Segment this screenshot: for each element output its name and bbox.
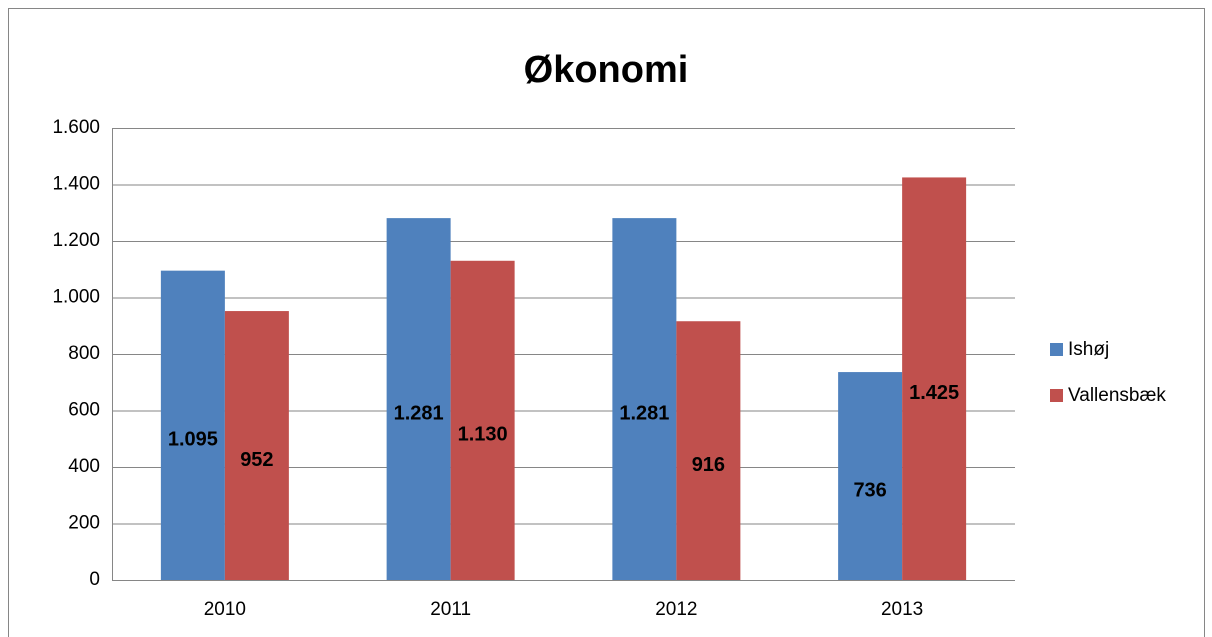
data-label: 1.281	[394, 402, 444, 424]
bar	[838, 372, 903, 580]
data-label: 1.095	[168, 429, 218, 451]
chart-title: Økonomi	[524, 49, 689, 91]
data-label: 1.425	[909, 382, 959, 404]
y-tick-label: 400	[68, 456, 100, 477]
bar	[224, 311, 289, 580]
x-tick-label: 2013	[881, 599, 923, 620]
y-tick-label: 0	[89, 569, 100, 590]
bar	[386, 218, 451, 580]
y-tick-label: 1.400	[52, 174, 100, 195]
data-label: 916	[692, 454, 725, 476]
y-tick-label: 1.000	[52, 287, 100, 308]
y-tick-label: 600	[68, 400, 100, 421]
y-tick-label: 200	[68, 513, 100, 534]
bar	[676, 321, 741, 580]
x-tick-label: 2011	[430, 599, 471, 620]
bar	[450, 260, 515, 580]
legend-swatch	[1050, 389, 1063, 402]
data-label: 736	[853, 479, 886, 501]
legend-label: Vallensbæk	[1068, 385, 1166, 406]
bar	[902, 177, 967, 580]
bar	[612, 218, 677, 580]
legend-label: Ishøj	[1068, 339, 1109, 360]
y-tick-label: 1.200	[52, 230, 100, 251]
bar	[160, 270, 225, 580]
data-label: 1.281	[619, 402, 669, 424]
y-tick-label: 1.600	[52, 117, 100, 138]
data-label: 1.130	[458, 424, 508, 446]
x-tick-label: 2010	[204, 599, 246, 620]
data-label: 952	[240, 449, 273, 471]
x-tick-label: 2012	[655, 599, 697, 620]
legend-swatch	[1050, 343, 1063, 356]
y-tick-label: 800	[68, 343, 100, 364]
